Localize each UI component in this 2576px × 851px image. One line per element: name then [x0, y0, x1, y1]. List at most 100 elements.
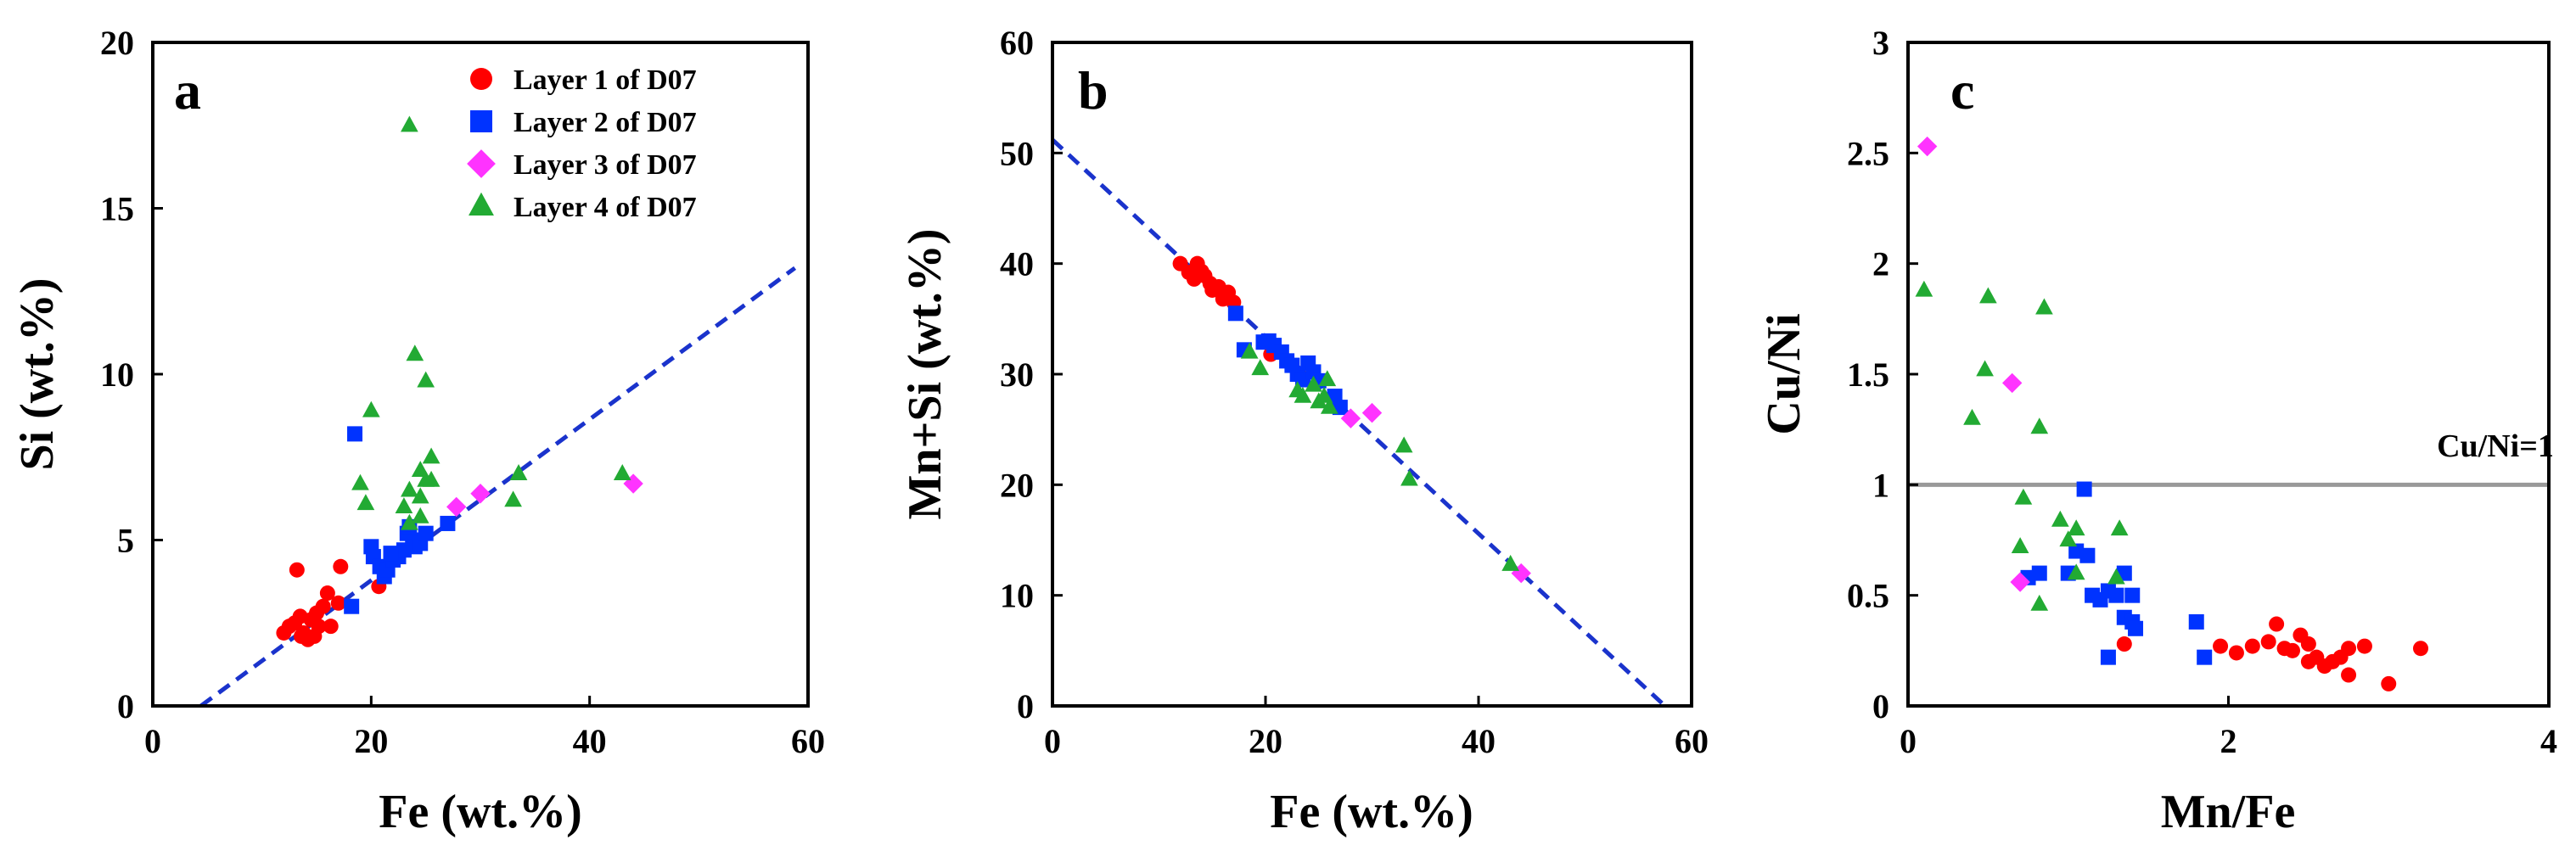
panel-b-point-layer4 — [1240, 342, 1259, 359]
legend-marker-layer1 — [470, 68, 492, 90]
panel-a-xlabel: Fe (wt.%) — [379, 786, 581, 838]
panel-b-point-layer4 — [1251, 359, 1270, 376]
panel-a-point-layer2 — [383, 546, 399, 562]
panel-b-marks — [1052, 137, 1667, 706]
panel-a-point-layer2 — [440, 515, 456, 531]
panel-c-point-layer4 — [2030, 417, 2049, 434]
panel-c-point-layer4 — [2014, 488, 2033, 505]
panel-c-point-layer4 — [1976, 360, 1994, 377]
panel-a-point-layer1 — [293, 628, 309, 644]
panel-b-ytick-label: 40 — [1000, 245, 1034, 283]
panel-a-point-layer4 — [362, 400, 380, 417]
panel-a-point-layer2 — [344, 598, 360, 614]
panel-b-point-layer4 — [1294, 386, 1312, 403]
panel-b-ytick-label: 10 — [1000, 577, 1034, 615]
panel-a-ytick-label: 0 — [117, 687, 134, 725]
panel-b: 0 20 40 60 0 10 20 30 40 50 60 b Fe (wt.%) Mn+Si (… — [899, 24, 1709, 838]
panel-a-ytick-label: 10 — [100, 356, 134, 394]
legend-marker-layer4 — [469, 192, 494, 216]
panel-b-ytick-label: 0 — [1017, 687, 1034, 725]
panel-b-point-layer3 — [1340, 408, 1361, 428]
panel-c-ytick-label: 1.5 — [1847, 356, 1889, 394]
panel-a-point-layer2 — [418, 525, 434, 541]
panel-b-ytick-label: 60 — [1000, 24, 1034, 62]
panel-b-xtick-label: 0 — [1044, 722, 1061, 760]
panel-b-frame — [1051, 41, 1693, 708]
panel-a-ticks: 0 20 40 60 0 5 10 15 20 — [100, 24, 825, 760]
panel-c-marks — [1908, 136, 2549, 691]
panel-c-point-layer4 — [2059, 530, 2078, 547]
panel-c-point-layer2 — [2079, 547, 2096, 563]
legend-marker-layer3 — [467, 149, 496, 178]
panel-c-point-layer3 — [1917, 136, 1938, 157]
legend-label-layer2: Layer 2 of D07 — [514, 107, 697, 138]
panel-c-point-layer2 — [2128, 620, 2144, 636]
panel-c-point-layer2 — [2197, 649, 2213, 665]
panel-a-xtick-label: 60 — [791, 722, 825, 760]
panel-a-point-layer4 — [417, 371, 435, 388]
panel-c-ytick-label: 1 — [1872, 466, 1889, 504]
legend-label-layer4: Layer 4 of D07 — [514, 192, 697, 223]
panel-c-ytick-label: 3 — [1872, 24, 1889, 62]
panel-c-point-layer2 — [2124, 587, 2141, 603]
panel-b-ticks: 0 20 40 60 0 10 20 30 40 50 60 — [1000, 24, 1709, 760]
panel-c-point-layer4 — [2107, 568, 2125, 585]
panel-c-point-layer1 — [2356, 638, 2372, 654]
panel-c: 0 2 4 0 0.5 1 1.5 2 2.5 3 c Cu/Ni=1 Mn/Fe Cu/Ni — [1758, 24, 2557, 838]
panel-c-point-layer3 — [2010, 572, 2030, 592]
panel-a-point-layer4 — [509, 464, 528, 480]
panel-c-ticks: 0 2 4 0 0.5 1 1.5 2 2.5 3 — [1847, 24, 2557, 760]
panel-c-point-layer4 — [2035, 298, 2053, 315]
panel-a-point-layer2 — [347, 426, 363, 442]
panel-b-point-layer4 — [1501, 554, 1519, 571]
panel-c-point-layer4 — [2051, 510, 2069, 527]
legend-label-layer3: Layer 3 of D07 — [514, 149, 697, 181]
panel-a: 0 20 40 60 0 5 10 15 20 a Layer 1 of D07 Layer 2 … — [11, 24, 825, 838]
panel-c-point-layer4 — [2067, 519, 2085, 536]
panel-a-ytick-label: 5 — [117, 522, 134, 560]
panel-c-point-layer3 — [2001, 372, 2023, 394]
panel-c-point-layer1 — [2213, 638, 2229, 654]
panel-b-ylabel: Mn+Si (wt.%) — [899, 229, 951, 520]
panel-b-letter: b — [1078, 60, 1108, 120]
panel-b-xtick-label: 40 — [1462, 722, 1496, 760]
panel-a-point-layer4 — [504, 490, 522, 507]
panel-c-point-layer4 — [1915, 280, 1933, 297]
panel-b-fit-line — [1052, 137, 1667, 706]
panel-c-ytick-label: 2.5 — [1847, 134, 1889, 172]
panel-a-point-layer1 — [289, 562, 305, 578]
panel-c-point-layer4 — [2110, 519, 2129, 536]
legend-marker-layer2 — [470, 110, 492, 132]
panel-c-point-layer1 — [2228, 645, 2244, 661]
panel-a-ytick-label: 20 — [100, 24, 134, 62]
panel-b-ytick-label: 20 — [1000, 466, 1034, 504]
panel-b-point-layer4 — [1315, 386, 1333, 403]
panel-c-point-layer1 — [2413, 641, 2428, 657]
panel-c-ylabel: Cu/Ni — [1758, 313, 1810, 434]
panel-b-xtick-label: 60 — [1675, 722, 1709, 760]
panel-c-ytick-label: 0 — [1872, 687, 1889, 725]
panel-a-point-layer4 — [411, 507, 429, 523]
panel-a-xtick-label: 0 — [144, 722, 161, 760]
panel-c-point-layer1 — [2341, 667, 2357, 683]
panel-a-ytick-label: 15 — [100, 190, 134, 228]
panel-a-point-layer3 — [623, 473, 643, 494]
panel-a-fit-line — [199, 266, 797, 706]
panel-c-point-layer1 — [2260, 634, 2276, 650]
panel-c-frame — [1906, 41, 2551, 708]
panel-b-point-layer4 — [1305, 375, 1322, 392]
panel-c-ytick-label: 0.5 — [1847, 577, 1889, 615]
panel-a-letter: a — [174, 60, 201, 120]
panel-b-xlabel: Fe (wt.%) — [1270, 786, 1473, 838]
panel-c-point-layer4 — [2067, 563, 2085, 580]
panel-a-point-layer3 — [446, 496, 467, 518]
panel-a-point-layer1 — [306, 628, 323, 644]
panel-a-point-layer4 — [356, 494, 375, 511]
panel-a-marks — [199, 115, 797, 706]
panel-a-point-layer4 — [401, 513, 418, 530]
panel-c-point-layer2 — [2076, 481, 2092, 497]
panel-c-point-layer2 — [2100, 649, 2116, 665]
panel-a-point-layer4 — [351, 473, 369, 490]
panel-a-point-layer4 — [406, 344, 424, 361]
panel-a-ylabel: Si (wt.%) — [11, 277, 64, 470]
